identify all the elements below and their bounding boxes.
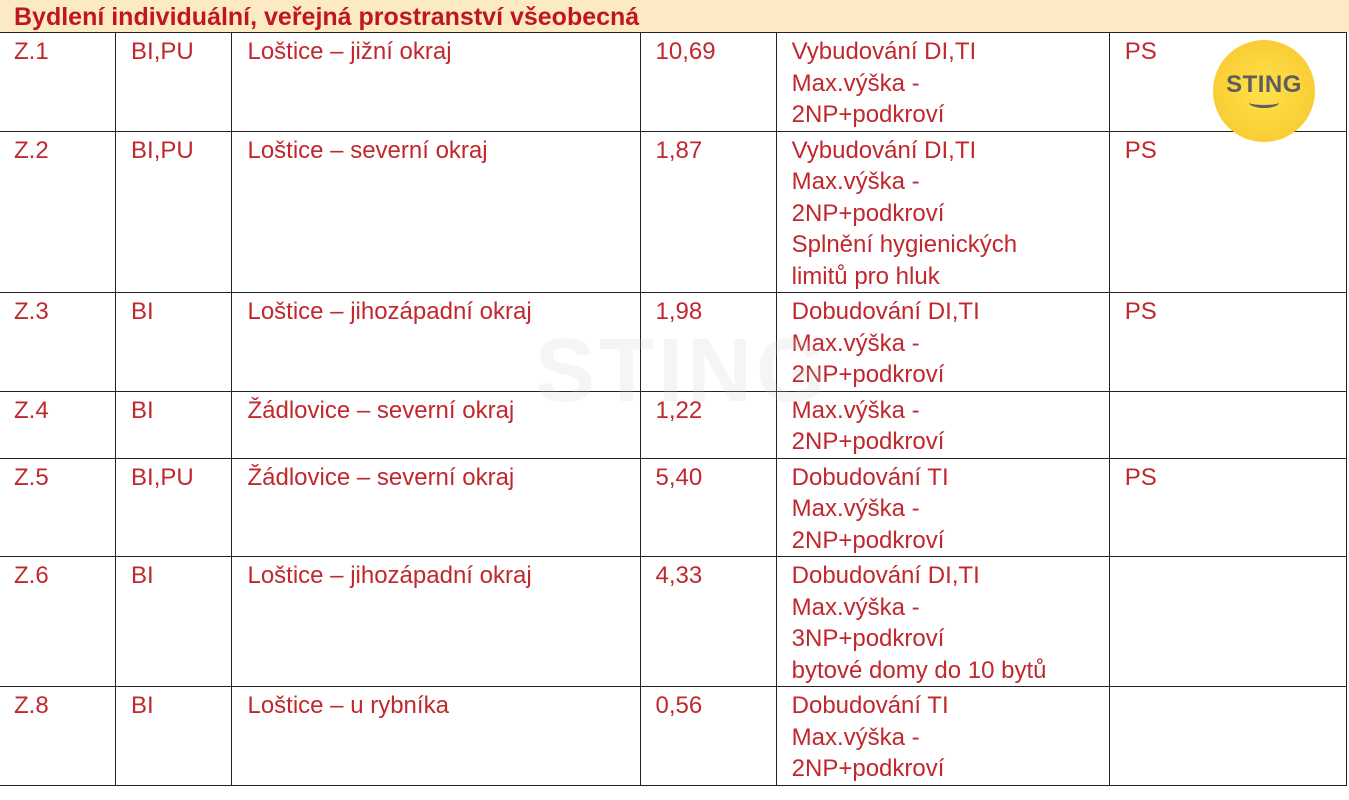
zone-conditions: Dobudování DI,TI Max.výška - 2NP+podkroví: [775, 292, 1110, 392]
zone-area: 0,56: [639, 686, 777, 786]
condition-line: limitů pro hluk: [791, 262, 940, 290]
zones-table: Z.1 BI,PU Loštice – jižní okraj 10,69 Vybudo…: [0, 32, 1348, 786]
table-row: Z.8 BI Loštice – u rybníka 0,56 Dobudování T…: [0, 686, 1348, 786]
condition-line: Splnění hygienických: [791, 231, 1018, 258]
zone-location: Žádlovice – severní okraj: [231, 457, 641, 557]
condition-line: 3NP+podkroví: [791, 625, 945, 652]
zone-conditions: Dobudování TI Max.výška - 2NP+podkroví: [775, 686, 1110, 786]
condition-line: 2NP+podkroví: [791, 526, 945, 554]
zone-conditions: Max.výška - 2NP+podkroví: [775, 390, 1110, 459]
table-row: Z.1 BI,PU Loštice – jižní okraj 10,69 Vybudo…: [0, 32, 1348, 132]
zone-code: BI: [115, 556, 233, 687]
zone-id: Z.5: [0, 457, 117, 557]
zone-id: Z.6: [0, 556, 117, 687]
sting-logo[interactable]: STING: [1213, 40, 1315, 142]
zone-note: PS: [1108, 292, 1348, 392]
zone-code: BI: [115, 390, 233, 459]
table-row: Z.4 BI Žádlovice – severní okraj 1,22 Max.vý…: [0, 390, 1348, 459]
smile-icon: [1249, 97, 1279, 108]
condition-line: Max.výška -: [791, 495, 920, 522]
zone-location: Žádlovice – severní okraj: [231, 390, 641, 459]
zone-code: BI,PU: [115, 130, 233, 293]
table-row: Z.5 BI,PU Žádlovice – severní okraj 5,40 Dob…: [0, 457, 1348, 557]
zone-location: Loštice – u rybníka: [231, 686, 641, 786]
condition-line: Max.výška -: [791, 723, 920, 751]
zone-conditions: Dobudování TI Max.výška - 2NP+podkroví: [775, 457, 1110, 557]
zone-location: Loštice – jihozápadní okraj: [231, 556, 641, 687]
condition-line: 2NP+podkroví: [791, 199, 945, 227]
zone-area: 4,33: [639, 556, 777, 687]
zone-id: Z.8: [0, 686, 117, 786]
section-title: Bydlení individuální, veřejná prostranst…: [0, 0, 1349, 32]
zone-note: PS: [1108, 130, 1348, 293]
zone-note: [1108, 556, 1348, 687]
zone-code: BI,PU: [115, 32, 233, 132]
zone-id: Z.2: [0, 130, 117, 293]
condition-line: 2NP+podkroví: [791, 101, 945, 128]
condition-line: Max.výška -: [791, 168, 920, 195]
zone-note: [1108, 686, 1348, 786]
logo-text: STING: [1226, 70, 1302, 98]
condition-line: 2NP+podkroví: [791, 361, 945, 388]
zone-location: Loštice – jihozápadní okraj: [231, 292, 641, 392]
zone-id: Z.3: [0, 292, 117, 392]
zone-code: BI: [115, 686, 233, 786]
condition-line: Dobudování TI: [791, 463, 949, 491]
condition-line: Max.výška -: [791, 593, 920, 621]
zone-location: Loštice – severní okraj: [231, 130, 641, 293]
zone-area: 1,22: [639, 390, 777, 459]
condition-line: Vybudování DI,TI: [791, 136, 977, 164]
zone-conditions: Vybudování DI,TI Max.výška - 2NP+podkroví: [775, 32, 1110, 132]
condition-line: Dobudování DI,TI: [791, 298, 980, 325]
table-row: Z.2 BI,PU Loštice – severní okraj 1,87 Vybud…: [0, 130, 1348, 293]
condition-line: 2NP+podkroví: [791, 428, 945, 455]
zone-area: 1,87: [639, 130, 777, 293]
condition-line: bytové domy do 10 bytů: [791, 656, 1047, 684]
zone-conditions: Dobudování DI,TI Max.výška - 3NP+podkroví b…: [775, 556, 1110, 687]
zone-code: BI: [115, 292, 233, 392]
zone-area: 10,69: [639, 32, 777, 132]
table-row: Z.3 BI Loštice – jihozápadní okraj 1,98 Dobu…: [0, 292, 1348, 392]
condition-line: Max.výška -: [791, 329, 920, 357]
zone-code: BI,PU: [115, 457, 233, 557]
table-row: Z.6 BI Loštice – jihozápadní okraj 4,33 Dobu…: [0, 556, 1348, 687]
zone-area: 5,40: [639, 457, 777, 557]
zone-note: [1108, 390, 1348, 459]
condition-line: Max.výška -: [791, 396, 920, 424]
condition-line: Max.výška -: [791, 69, 920, 97]
condition-line: Vybudování DI,TI: [791, 38, 977, 65]
condition-line: 2NP+podkroví: [791, 755, 945, 782]
zone-area: 1,98: [639, 292, 777, 392]
zone-note: PS: [1108, 457, 1348, 557]
condition-line: Dobudování TI: [791, 692, 949, 719]
zone-id: Z.4: [0, 390, 117, 459]
condition-line: Dobudování DI,TI: [791, 562, 980, 589]
zone-location: Loštice – jižní okraj: [231, 32, 641, 132]
zone-id: Z.1: [0, 32, 117, 132]
zone-conditions: Vybudování DI,TI Max.výška - 2NP+podkroví S…: [775, 130, 1110, 293]
